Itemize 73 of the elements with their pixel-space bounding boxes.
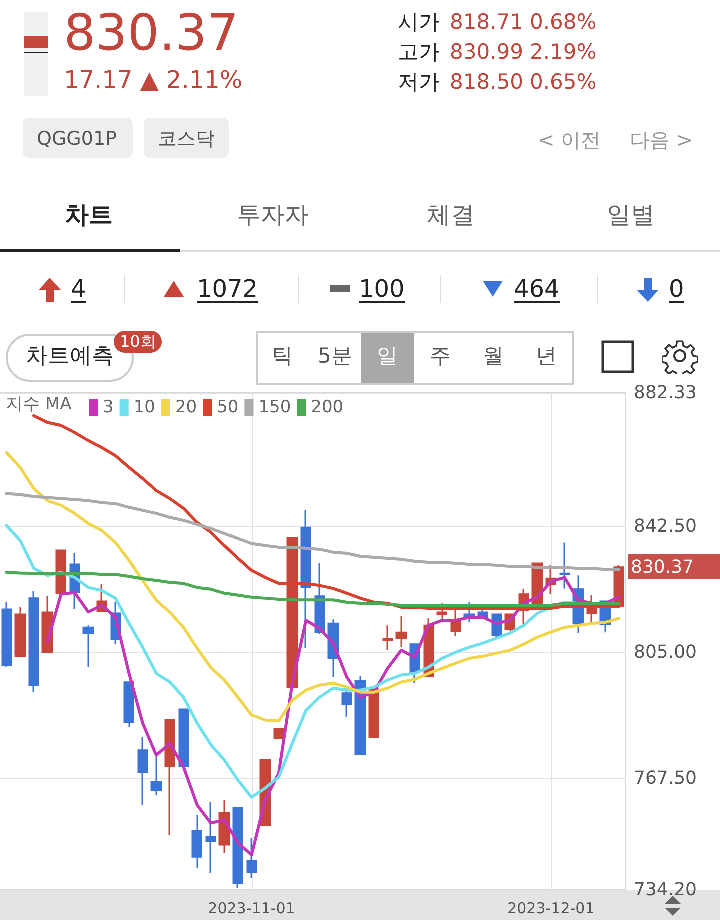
y-tick-label: 882.33	[634, 382, 697, 404]
text: 4	[71, 275, 86, 303]
candlestick	[246, 838, 258, 880]
text: 1072	[197, 275, 258, 303]
text: 차트	[65, 201, 113, 229]
text: 년	[536, 344, 557, 368]
candlestick	[164, 719, 176, 836]
text: 체결	[427, 201, 475, 229]
legend-label: 150	[258, 398, 292, 418]
text: 코스닥	[158, 128, 215, 150]
candlestick	[124, 682, 134, 728]
legend-title: 지수 MA	[6, 394, 72, 414]
candlestick	[178, 708, 190, 767]
candlestick	[192, 814, 202, 869]
text: 0.65%	[530, 70, 597, 94]
candlestick	[560, 542, 570, 590]
line-series	[5, 451, 621, 723]
candlestick	[274, 728, 284, 740]
y-tick-label: 842.50	[634, 516, 697, 538]
candlestick	[382, 624, 394, 652]
text: 464	[514, 275, 560, 303]
candlestick	[150, 756, 162, 796]
candlestick	[232, 807, 244, 889]
text: 월	[483, 344, 504, 368]
text: QGG01P	[37, 128, 118, 150]
legend-label: 20	[175, 398, 198, 418]
text: 일	[377, 344, 398, 368]
text: < 이전	[538, 128, 602, 152]
candlestick	[14, 606, 26, 658]
text: 818.71	[450, 10, 524, 34]
line-series	[46, 576, 621, 857]
text: 틱	[272, 344, 293, 368]
legend-label: 3	[103, 398, 114, 418]
legend-label: 10	[134, 398, 156, 418]
text: 차트예측	[26, 344, 114, 369]
candlestick	[82, 624, 94, 668]
legend-label: 200	[311, 398, 344, 418]
candlestick	[56, 549, 66, 594]
text: 저가	[398, 70, 440, 94]
text: 17.17 ▲ 2.11%	[64, 66, 243, 94]
candlestick	[206, 801, 216, 874]
text: 0.68%	[530, 10, 597, 34]
text: 100	[359, 275, 405, 303]
text: 830.37	[64, 4, 239, 62]
text: 주	[430, 344, 451, 368]
text: 818.50	[450, 70, 524, 94]
candlestick	[28, 590, 40, 694]
x-tick-label: 2023-12-01	[508, 900, 595, 918]
text: 5분	[318, 344, 352, 368]
candlestick	[138, 736, 148, 806]
text: 투자자	[237, 201, 309, 229]
candlestick	[300, 510, 312, 650]
text: 10회	[114, 331, 162, 353]
line-series	[5, 571, 621, 607]
text: 고가	[398, 40, 440, 64]
line-series	[5, 492, 621, 572]
candlestick	[396, 616, 408, 648]
candlestick	[2, 602, 12, 668]
candlestick	[368, 686, 380, 738]
text: 다음 >	[630, 128, 694, 152]
text: 2.19%	[530, 40, 597, 64]
y-tick-label: 767.50	[634, 768, 697, 789]
x-tick-label: 2023-11-01	[208, 900, 296, 918]
y-tick-label: 805.00	[634, 642, 697, 663]
text: 일별	[607, 201, 655, 229]
text: 0	[669, 275, 684, 303]
text: 시가	[398, 10, 440, 34]
candlestick	[450, 610, 462, 638]
text: 830.37	[631, 556, 694, 578]
line-series	[32, 414, 621, 610]
legend-label: 50	[217, 398, 239, 418]
text: 830.99	[450, 40, 524, 64]
y-tick-label: 734.20	[634, 880, 697, 900]
